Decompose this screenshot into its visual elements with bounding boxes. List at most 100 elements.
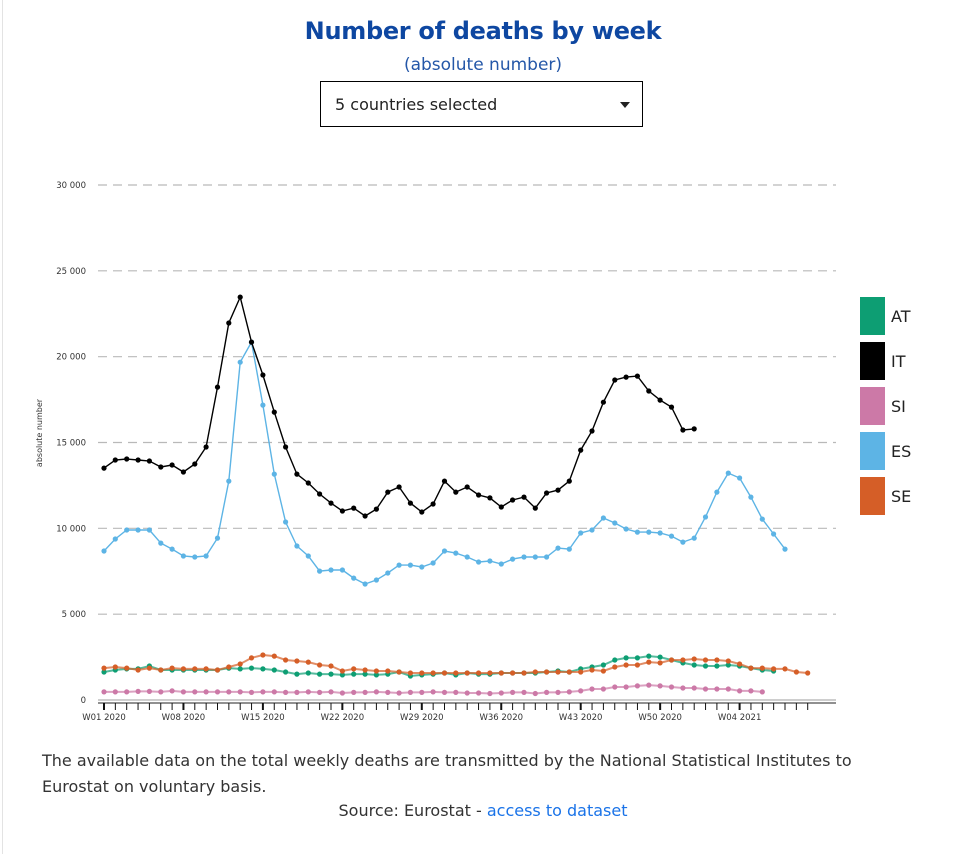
- data-point[interactable]: [169, 462, 175, 468]
- data-point[interactable]: [680, 685, 686, 691]
- data-point[interactable]: [555, 669, 561, 675]
- data-point[interactable]: [214, 535, 221, 541]
- data-point[interactable]: [101, 548, 107, 554]
- data-point[interactable]: [101, 665, 107, 671]
- data-point[interactable]: [509, 670, 516, 676]
- data-point[interactable]: [158, 464, 164, 470]
- data-point[interactable]: [600, 668, 607, 674]
- data-point[interactable]: [600, 515, 607, 521]
- data-point[interactable]: [623, 374, 629, 380]
- data-point[interactable]: [498, 504, 504, 510]
- data-point[interactable]: [521, 494, 527, 500]
- data-point[interactable]: [203, 553, 209, 559]
- data-point[interactable]: [441, 478, 448, 484]
- data-point[interactable]: [521, 554, 527, 560]
- legend-item-it[interactable]: IT: [860, 342, 940, 387]
- data-point[interactable]: [180, 469, 186, 475]
- data-point[interactable]: [532, 690, 538, 697]
- data-point[interactable]: [453, 489, 459, 495]
- data-point[interactable]: [135, 527, 141, 533]
- data-point[interactable]: [339, 508, 345, 514]
- data-point[interactable]: [237, 689, 243, 695]
- data-point[interactable]: [169, 688, 175, 694]
- data-point[interactable]: [124, 689, 130, 695]
- data-point[interactable]: [373, 506, 379, 512]
- data-point[interactable]: [521, 670, 527, 676]
- data-point[interactable]: [271, 409, 277, 415]
- data-point[interactable]: [328, 689, 334, 695]
- data-point[interactable]: [260, 689, 266, 695]
- data-point[interactable]: [237, 359, 243, 365]
- data-point[interactable]: [305, 659, 311, 665]
- data-point[interactable]: [782, 666, 788, 672]
- data-point[interactable]: [725, 658, 731, 664]
- data-point[interactable]: [101, 465, 107, 471]
- data-point[interactable]: [657, 530, 663, 536]
- data-point[interactable]: [714, 657, 720, 663]
- data-point[interactable]: [453, 689, 459, 696]
- data-point[interactable]: [112, 664, 118, 670]
- data-point[interactable]: [476, 670, 482, 676]
- data-point[interactable]: [351, 689, 357, 696]
- data-point[interactable]: [578, 530, 584, 536]
- data-point[interactable]: [192, 554, 198, 560]
- data-point[interactable]: [566, 669, 572, 675]
- data-point[interactable]: [453, 550, 459, 556]
- data-point[interactable]: [612, 657, 618, 663]
- data-point[interactable]: [294, 471, 300, 477]
- data-point[interactable]: [305, 689, 311, 695]
- data-point[interactable]: [226, 664, 232, 670]
- data-point[interactable]: [509, 689, 516, 696]
- data-point[interactable]: [487, 558, 493, 564]
- data-point[interactable]: [237, 294, 243, 300]
- data-point[interactable]: [328, 567, 334, 573]
- data-point[interactable]: [544, 490, 550, 496]
- data-point[interactable]: [578, 669, 584, 675]
- data-point[interactable]: [351, 575, 357, 581]
- data-point[interactable]: [759, 689, 765, 695]
- data-point[interactable]: [407, 500, 413, 506]
- data-point[interactable]: [339, 567, 345, 573]
- data-point[interactable]: [680, 427, 686, 433]
- data-point[interactable]: [112, 689, 118, 695]
- data-point[interactable]: [578, 447, 584, 453]
- data-point[interactable]: [702, 686, 709, 692]
- data-point[interactable]: [476, 492, 482, 498]
- data-point[interactable]: [646, 529, 652, 535]
- access-dataset-link[interactable]: access to dataset: [486, 801, 628, 820]
- data-point[interactable]: [430, 670, 436, 676]
- data-point[interactable]: [237, 661, 243, 667]
- data-point[interactable]: [351, 505, 357, 511]
- data-point[interactable]: [260, 666, 266, 672]
- data-point[interactable]: [192, 689, 198, 695]
- data-point[interactable]: [283, 669, 289, 675]
- data-point[interactable]: [634, 683, 641, 689]
- data-point[interactable]: [487, 670, 493, 676]
- data-point[interactable]: [373, 668, 379, 674]
- data-point[interactable]: [453, 670, 459, 676]
- data-point[interactable]: [805, 670, 811, 676]
- data-point[interactable]: [555, 545, 561, 551]
- data-point[interactable]: [124, 527, 130, 533]
- data-point[interactable]: [146, 665, 152, 671]
- data-point[interactable]: [657, 683, 663, 689]
- data-point[interactable]: [339, 668, 345, 674]
- data-point[interactable]: [646, 388, 652, 394]
- data-point[interactable]: [112, 536, 118, 542]
- data-point[interactable]: [748, 665, 754, 671]
- data-point[interactable]: [385, 689, 391, 696]
- data-point[interactable]: [634, 373, 641, 379]
- data-point[interactable]: [668, 657, 675, 663]
- data-point[interactable]: [419, 564, 425, 570]
- data-point[interactable]: [192, 461, 198, 467]
- data-point[interactable]: [248, 665, 255, 671]
- legend-item-es[interactable]: ES: [860, 432, 940, 477]
- data-point[interactable]: [714, 663, 720, 669]
- data-point[interactable]: [544, 689, 550, 696]
- data-point[interactable]: [396, 669, 402, 675]
- data-point[interactable]: [135, 457, 141, 463]
- data-point[interactable]: [430, 501, 436, 507]
- data-point[interactable]: [305, 670, 311, 676]
- data-point[interactable]: [283, 657, 289, 663]
- data-point[interactable]: [271, 689, 277, 695]
